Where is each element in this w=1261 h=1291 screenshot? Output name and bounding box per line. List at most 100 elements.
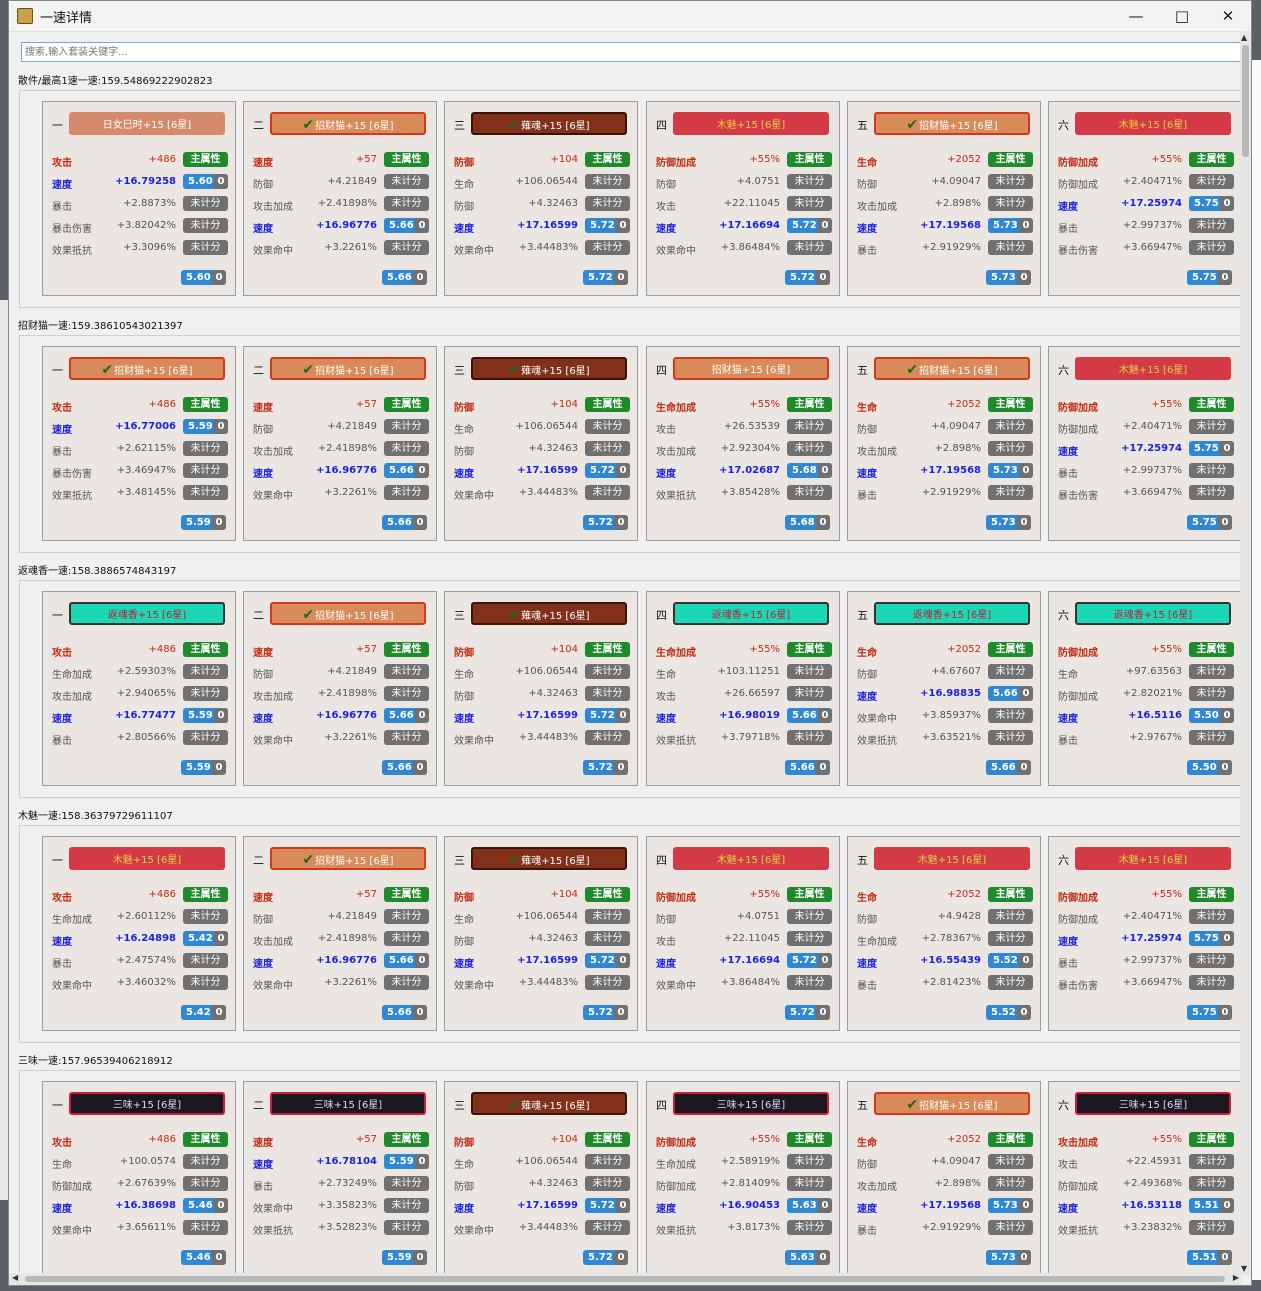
unscored-badge: 未计分: [787, 441, 832, 456]
soul-card[interactable]: 一三味+15 [6星] 攻击 +486 主属性 生命 +100.0574 未计分 防御加成 +2…: [42, 1081, 236, 1276]
attribute-list: 防御加成 +55% 主属性 防御 +4.0751 未计分 攻击 +22.11045 未计分 速度 +…: [656, 150, 832, 260]
soul-card[interactable]: 六木魅+15 [6星] 防御加成 +55% 主属性 防御加成 +2.40471% 未计分 速度…: [1048, 101, 1242, 296]
soul-card[interactable]: 四木魅+15 [6星] 防御加成 +55% 主属性 防御 +4.0751 未计分 攻击 +22.…: [646, 836, 840, 1031]
soul-card[interactable]: 三 ✔薙魂+15 [6星] 防御 +104 主属性 生命 +106.06544 未计分 防御 +4…: [444, 101, 638, 296]
suit-button[interactable]: 木魅+15 [6星]: [1075, 112, 1231, 135]
suit-button[interactable]: 木魅+15 [6星]: [673, 112, 829, 135]
attribute-name: 效果命中: [454, 491, 494, 502]
soul-card[interactable]: 五 ✔招财猫+15 [6星] 生命 +2052 主属性 防御 +4.09047 未计分 攻击加成…: [847, 101, 1041, 296]
soul-card[interactable]: 一日女巳时+15 [6星] 攻击 +486 主属性 速度 +16.79258 5.60 0 暴击…: [42, 101, 236, 296]
suit-button[interactable]: ✔招财猫+15 [6星]: [270, 357, 426, 380]
soul-card[interactable]: 一返魂香+15 [6星] 攻击 +486 主属性 生命加成 +2.59303% 未计分 攻击加…: [42, 591, 236, 786]
soul-card[interactable]: 四招财猫+15 [6星] 生命加成 +55% 主属性 攻击 +26.53539 未计分 攻击加…: [646, 346, 840, 541]
close-icon[interactable]: ✕: [1221, 7, 1235, 25]
soul-card[interactable]: 四返魂香+15 [6星] 生命加成 +55% 主属性 生命 +103.11251 未计分 攻击…: [646, 591, 840, 786]
minimize-icon[interactable]: —: [1128, 7, 1144, 25]
suit-button[interactable]: 木魅+15 [6星]: [69, 847, 225, 870]
suit-button[interactable]: ✔招财猫+15 [6星]: [270, 847, 426, 870]
attribute-value: +3.8173%: [727, 1222, 780, 1233]
scroll-left-icon[interactable]: ◀: [12, 1273, 19, 1282]
soul-card[interactable]: 六木魅+15 [6星] 防御加成 +55% 主属性 防御加成 +2.40471% 未计分 速度…: [1048, 836, 1242, 1031]
vertical-scroll-thumb[interactable]: [1242, 45, 1249, 157]
suit-button[interactable]: 三味+15 [6星]: [1075, 1092, 1231, 1115]
suit-button[interactable]: 返魂香+15 [6星]: [69, 602, 225, 625]
attribute-row: 速度 +16.77477 5.59 0: [52, 706, 228, 728]
soul-card[interactable]: 一 ✔招财猫+15 [6星] 攻击 +486 主属性 速度 +16.77006 5.59 0 暴击…: [42, 346, 236, 541]
soul-card[interactable]: 六木魅+15 [6星] 防御加成 +55% 主属性 防御加成 +2.40471% 未计分 速度…: [1048, 346, 1242, 541]
unscored-badge: 未计分: [988, 240, 1033, 255]
suit-button[interactable]: 木魅+15 [6星]: [1075, 357, 1231, 380]
title-bar[interactable]: 一速详情 — □ ✕: [9, 1, 1251, 32]
soul-card[interactable]: 一木魅+15 [6星] 攻击 +486 主属性 生命加成 +2.60112% 未计分 速度 +1…: [42, 836, 236, 1031]
attribute-list: 攻击 +486 主属性 速度 +16.79258 5.60 0 暴击 +2.8873% 未计分 暴击…: [52, 150, 228, 260]
attribute-row: 速度 +17.16599 5.72 0: [454, 706, 630, 728]
suit-button[interactable]: 三味+15 [6星]: [673, 1092, 829, 1115]
suit-button[interactable]: 日女巳时+15 [6星]: [69, 112, 225, 135]
soul-card[interactable]: 五返魂香+15 [6星] 生命 +2052 主属性 防御 +4.67607 未计分 速度 +16…: [847, 591, 1041, 786]
soul-card[interactable]: 五 ✔招财猫+15 [6星] 生命 +2052 主属性 防御 +4.09047 未计分 攻击加成…: [847, 346, 1041, 541]
suit-button[interactable]: ✔招财猫+15 [6星]: [874, 1092, 1030, 1115]
scroll-down-icon[interactable]: ▼: [1241, 1264, 1248, 1273]
search-input[interactable]: [21, 42, 1243, 62]
soul-card[interactable]: 三 ✔薙魂+15 [6星] 防御 +104 主属性 生命 +106.06544 未计分 防御 +4…: [444, 1081, 638, 1276]
suit-button[interactable]: ✔招财猫+15 [6星]: [874, 357, 1030, 380]
soul-card[interactable]: 三 ✔薙魂+15 [6星] 防御 +104 主属性 生命 +106.06544 未计分 防御 +4…: [444, 591, 638, 786]
soul-card[interactable]: 五木魅+15 [6星] 生命 +2052 主属性 防御 +4.9428 未计分 生命加成 +2.…: [847, 836, 1041, 1031]
suit-button[interactable]: ✔招财猫+15 [6星]: [270, 602, 426, 625]
attribute-value: +3.2261%: [324, 732, 377, 743]
suit-button[interactable]: ✔薙魂+15 [6星]: [471, 112, 627, 135]
card-total: 5.68: [790, 517, 815, 528]
suit-button[interactable]: ✔薙魂+15 [6星]: [471, 602, 627, 625]
soul-card[interactable]: 三 ✔薙魂+15 [6星] 防御 +104 主属性 生命 +106.06544 未计分 防御 +4…: [444, 346, 638, 541]
attribute-row: 攻击 +486 主属性: [52, 885, 228, 907]
slot-label: 五: [857, 119, 868, 132]
app-icon: [17, 8, 33, 24]
slot-label: 三: [454, 1099, 465, 1112]
scroll-up-icon[interactable]: ▲: [1241, 33, 1248, 42]
soul-card[interactable]: 二 ✔招财猫+15 [6星] 速度 +57 主属性 防御 +4.21849 未计分 攻击加成 +2…: [243, 101, 437, 296]
suit-button[interactable]: ✔薙魂+15 [6星]: [471, 1092, 627, 1115]
suit-button[interactable]: 返魂香+15 [6星]: [874, 602, 1030, 625]
attribute-row: 效果命中 +3.86484% 未计分: [656, 238, 832, 260]
suit-name: 木魅+15 [6星]: [917, 855, 987, 866]
soul-card[interactable]: 二 ✔招财猫+15 [6星] 速度 +57 主属性 防御 +4.21849 未计分 攻击加成 +2…: [243, 836, 437, 1031]
soul-card[interactable]: 五 ✔招财猫+15 [6星] 生命 +2052 主属性 防御 +4.09047 未计分 攻击加成…: [847, 1081, 1041, 1276]
soul-card[interactable]: 六三味+15 [6星] 攻击加成 +55% 主属性 攻击 +22.45931 未计分 防御加成…: [1048, 1081, 1242, 1276]
soul-card[interactable]: 三 ✔薙魂+15 [6星] 防御 +104 主属性 生命 +106.06544 未计分 防御 +4…: [444, 836, 638, 1031]
soul-card[interactable]: 四木魅+15 [6星] 防御加成 +55% 主属性 防御 +4.0751 未计分 攻击 +22.…: [646, 101, 840, 296]
attribute-row: 速度 +16.98835 5.66 0: [857, 684, 1033, 706]
attribute-row: 暴击伤害 +3.82042% 未计分: [52, 216, 228, 238]
horizontal-scroll-thumb[interactable]: [25, 1276, 1225, 1282]
soul-card[interactable]: 四三味+15 [6星] 防御加成 +55% 主属性 生命加成 +2.58919% 未计分 防御…: [646, 1081, 840, 1276]
suit-button[interactable]: 三味+15 [6星]: [69, 1092, 225, 1115]
horizontal-scrollbar[interactable]: ◀ ▶: [9, 1273, 1242, 1285]
suit-button[interactable]: ✔招财猫+15 [6星]: [874, 112, 1030, 135]
maximize-icon[interactable]: □: [1174, 7, 1190, 25]
main-attr-badge: 主属性: [787, 642, 832, 657]
suit-button[interactable]: ✔招财猫+15 [6星]: [69, 357, 225, 380]
suit-button[interactable]: 三味+15 [6星]: [270, 1092, 426, 1115]
suit-button[interactable]: ✔薙魂+15 [6星]: [471, 357, 627, 380]
soul-card[interactable]: 六返魂香+15 [6星] 防御加成 +55% 主属性 生命 +97.63563 未计分 防御加…: [1048, 591, 1242, 786]
suit-button[interactable]: ✔招财猫+15 [6星]: [270, 112, 426, 135]
scroll-right-icon[interactable]: ▶: [1232, 1273, 1239, 1282]
vertical-scrollbar[interactable]: ▲ ▼: [1240, 31, 1251, 1275]
suit-button[interactable]: 返魂香+15 [6星]: [673, 602, 829, 625]
suit-button[interactable]: 木魅+15 [6星]: [874, 847, 1030, 870]
soul-card[interactable]: 二三味+15 [6星] 速度 +57 主属性 速度 +16.78104 5.59 0 暴击 +2.…: [243, 1081, 437, 1276]
attribute-value: +3.23832%: [1122, 1222, 1182, 1233]
attribute-row: 防御加成 +2.49368% 未计分: [1058, 1174, 1234, 1196]
unscored-badge: 未计分: [1189, 953, 1234, 968]
suit-button[interactable]: 返魂香+15 [6星]: [1075, 602, 1231, 625]
attribute-row: 攻击加成 +2.41898% 未计分: [253, 684, 429, 706]
suit-button[interactable]: 木魅+15 [6星]: [1075, 847, 1231, 870]
card-total-zero: 0: [413, 760, 427, 775]
attribute-row: 生命 +2052 主属性: [857, 640, 1033, 662]
suit-button[interactable]: 招财猫+15 [6星]: [673, 357, 829, 380]
soul-card[interactable]: 二 ✔招财猫+15 [6星] 速度 +57 主属性 防御 +4.21849 未计分 攻击加成 +2…: [243, 591, 437, 786]
soul-card[interactable]: 二 ✔招财猫+15 [6星] 速度 +57 主属性 防御 +4.21849 未计分 攻击加成 +2…: [243, 346, 437, 541]
attribute-value: +2.92304%: [720, 443, 780, 454]
suit-button[interactable]: 木魅+15 [6星]: [673, 847, 829, 870]
suit-button[interactable]: ✔薙魂+15 [6星]: [471, 847, 627, 870]
attribute-name: 防御: [454, 202, 474, 213]
